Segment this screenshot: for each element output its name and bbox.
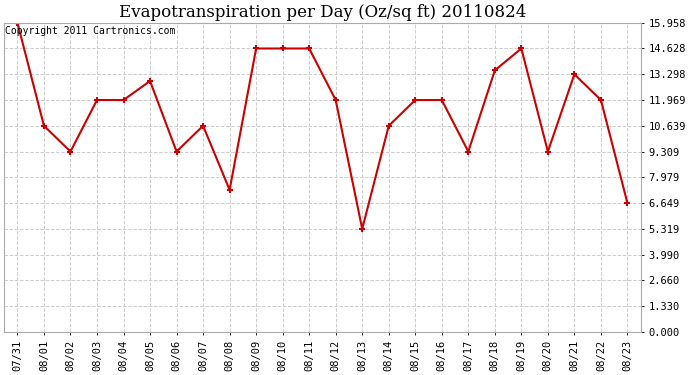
Title: Evapotranspiration per Day (Oz/sq ft) 20110824: Evapotranspiration per Day (Oz/sq ft) 20…: [119, 4, 526, 21]
Text: Copyright 2011 Cartronics.com: Copyright 2011 Cartronics.com: [6, 26, 176, 36]
